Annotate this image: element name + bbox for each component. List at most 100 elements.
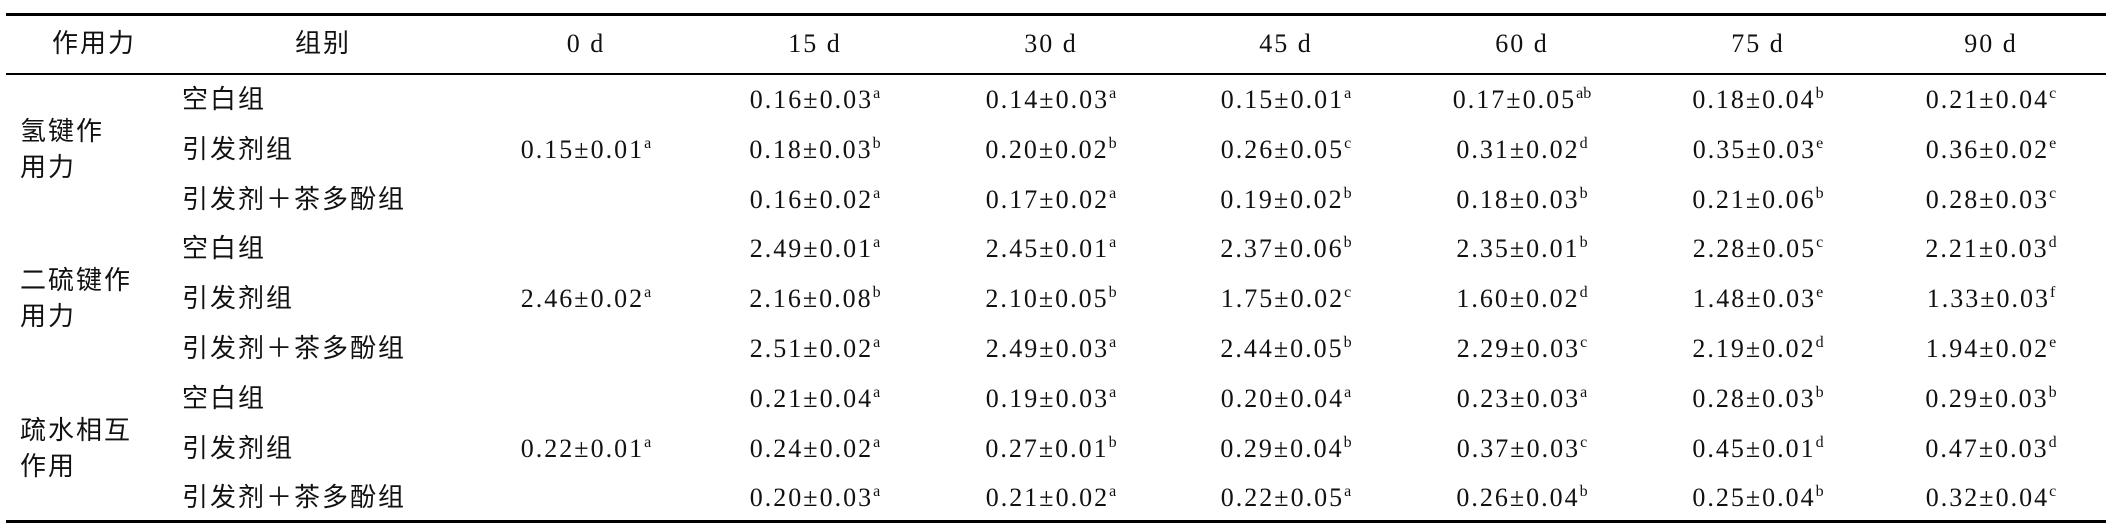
significance-letter: c	[1580, 333, 1588, 351]
value-text: 0.15±0.01	[520, 134, 645, 164]
significance-letter: d	[2048, 234, 2057, 252]
value-text: 0.18±0.04	[1692, 84, 1816, 114]
group-name: 空白组	[182, 383, 267, 413]
value-text: 0.37±0.03	[1456, 433, 1581, 463]
significance-letter: b	[1343, 234, 1352, 252]
significance-letter: a	[1109, 383, 1117, 401]
value-text: 2.10±0.05	[985, 284, 1109, 314]
value-cell: 1.75±0.02c	[1221, 284, 1351, 314]
header-cell: 45 d	[1259, 29, 1313, 58]
value-cell: 1.48±0.03e	[1693, 284, 1823, 314]
value-cell: 2.21±0.03d	[1925, 234, 2056, 264]
value-cell: 0.18±0.03b	[749, 135, 880, 165]
value-text: 2.16±0.08	[749, 284, 873, 314]
header-cell: 组别	[294, 29, 352, 58]
value-cell: 0.24±0.02a	[750, 434, 880, 464]
significance-letter: b	[1579, 483, 1588, 501]
value-text: 0.15±0.01	[1220, 84, 1345, 114]
group-label-line: 疏水相互	[20, 415, 133, 445]
value-text: 0.25±0.04	[1692, 483, 1816, 513]
significance-letter: b	[1108, 134, 1117, 152]
group-name: 空白组	[182, 234, 267, 264]
value-cell: 0.18±0.03b	[1456, 185, 1587, 215]
significance-letter: a	[644, 284, 652, 302]
value-text: 2.37±0.06	[1220, 234, 1344, 264]
significance-letter: b	[872, 134, 881, 152]
group-label-line: 作用	[20, 451, 77, 481]
group-name: 引发剂＋茶多酚组	[182, 483, 407, 513]
value-text: 0.21±0.02	[985, 483, 1110, 513]
significance-letter: a	[1109, 234, 1117, 252]
value-text: 0.36±0.02	[1925, 134, 2050, 164]
value-cell: 0.31±0.02d	[1456, 135, 1587, 165]
significance-letter: e	[1816, 284, 1824, 302]
group-label: 二硫键作 用力	[20, 263, 132, 335]
value-text: 0.21±0.04	[749, 383, 874, 413]
value-cell: 0.21±0.04a	[750, 384, 880, 414]
value-text: 0.32±0.04	[1925, 483, 2050, 513]
significance-letter: b	[1343, 184, 1352, 202]
value-text: 0.29±0.03	[1925, 383, 2049, 413]
significance-letter: b	[1108, 284, 1117, 302]
value-text: 0.20±0.02	[985, 134, 1109, 164]
value-cell: 0.28±0.03c	[1926, 185, 2056, 215]
significance-letter: a	[1344, 383, 1352, 401]
significance-letter: d	[1579, 134, 1588, 152]
header-cell: 60 d	[1495, 29, 1549, 58]
significance-letter: a	[873, 184, 881, 202]
value-text: 0.19±0.03	[985, 383, 1110, 413]
group-name: 引发剂＋茶多酚组	[182, 333, 407, 363]
value-text: 0.35±0.03	[1692, 134, 1817, 164]
value-text: 0.27±0.01	[985, 433, 1109, 463]
value-text: 0.20±0.03	[749, 483, 874, 513]
value-cell: 1.60±0.02d	[1456, 284, 1587, 314]
value-text: 2.44±0.05	[1220, 333, 1344, 363]
group-name: 空白组	[182, 84, 267, 114]
significance-letter: a	[873, 84, 881, 102]
header-rule	[6, 73, 2106, 75]
significance-letter: a	[644, 134, 652, 152]
value-cell: 0.23±0.03a	[1457, 384, 1587, 414]
significance-letter: a	[1109, 333, 1117, 351]
group-name: 引发剂组	[182, 433, 295, 463]
header-cell: 15 d	[788, 29, 842, 58]
value-cell: 0.16±0.02a	[750, 185, 880, 215]
significance-letter: a	[644, 433, 652, 451]
value-cell: 0.22±0.05a	[1221, 483, 1351, 513]
significance-letter: a	[873, 433, 881, 451]
group-name: 引发剂组	[182, 284, 295, 314]
significance-letter: d	[2048, 433, 2057, 451]
significance-letter: c	[1344, 284, 1352, 302]
value-text: 0.19±0.02	[1220, 184, 1344, 214]
significance-letter: b	[1815, 84, 1824, 102]
value-cell: 0.17±0.05ab	[1453, 85, 1591, 115]
value-text: 0.18±0.03	[1456, 184, 1580, 214]
value-text: 0.18±0.03	[749, 134, 873, 164]
value-text: 1.33±0.03	[1926, 284, 2050, 314]
significance-letter: c	[2049, 483, 2057, 501]
value-cell: 1.94±0.02e	[1926, 334, 2056, 364]
group-label-line: 二硫键作	[20, 266, 133, 296]
significance-letter: c	[1344, 134, 1352, 152]
value-cell: 0.21±0.02a	[986, 483, 1116, 513]
value-text: 0.47±0.03	[1925, 433, 2049, 463]
value-cell: 2.45±0.01a	[986, 234, 1116, 264]
header-cell: 90 d	[1964, 29, 2018, 58]
value-text: 0.22±0.05	[1220, 483, 1345, 513]
value-text: 2.45±0.01	[985, 234, 1110, 264]
group-label-line: 用力	[20, 302, 77, 332]
value-cell: 0.20±0.02b	[985, 135, 1116, 165]
value-cell: 0.19±0.03a	[986, 384, 1116, 414]
value-cell: 0.18±0.04b	[1692, 85, 1823, 115]
value-cell: 0.21±0.06b	[1692, 185, 1823, 215]
value-cell: 0.20±0.04a	[1221, 384, 1351, 414]
group-label: 疏水相互 作用	[20, 413, 132, 485]
significance-letter: a	[1344, 84, 1352, 102]
value-cell: 0.36±0.02e	[1926, 135, 2056, 165]
significance-letter: b	[1579, 184, 1588, 202]
value-text: 2.28±0.05	[1692, 234, 1817, 264]
significance-letter: a	[873, 383, 881, 401]
value-cell: 2.49±0.03a	[986, 334, 1116, 364]
value-text: 2.46±0.02	[520, 284, 645, 314]
